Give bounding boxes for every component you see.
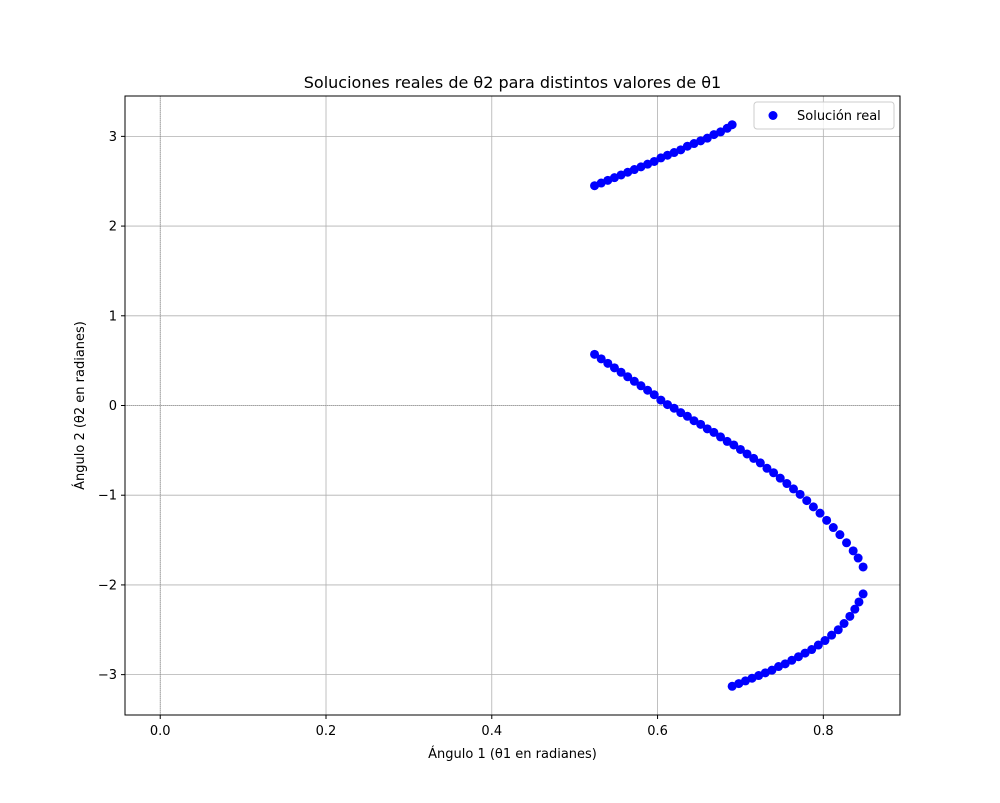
data-point — [858, 562, 868, 572]
data-point — [854, 597, 864, 607]
data-point — [755, 458, 765, 468]
x-tick-label: 0.6 — [647, 724, 668, 739]
data-point — [749, 453, 759, 463]
data-point — [850, 604, 860, 614]
data-point — [822, 515, 832, 525]
data-point — [782, 479, 792, 489]
data-point — [800, 648, 810, 658]
y-tick-label: 1 — [109, 309, 117, 324]
data-point — [762, 463, 772, 473]
data-point — [709, 427, 719, 437]
data-point — [742, 449, 752, 459]
y-tick-label: 2 — [109, 220, 117, 235]
data-point — [793, 652, 803, 662]
data-point — [835, 530, 845, 540]
data-point — [649, 156, 659, 166]
data-point — [727, 120, 737, 130]
x-axis-label: Ángulo 1 (θ1 en radianes) — [428, 746, 597, 762]
x-tick-label: 0.4 — [481, 724, 502, 739]
data-point — [735, 444, 745, 454]
data-point — [820, 636, 830, 646]
data-point — [845, 611, 855, 621]
ticks: 0.0 0.2 0.4 0.6 0.8 −3 −2 −1 0 1 2 3 — [98, 130, 834, 739]
legend-marker — [768, 111, 778, 120]
data-point — [788, 484, 798, 494]
y-axis-label: Ángulo 2 (θ2 en radianes) — [72, 321, 88, 490]
data-point — [609, 363, 619, 373]
data-point — [696, 419, 706, 429]
chart-title: Soluciones reales de θ2 para distintos v… — [304, 73, 721, 92]
data-point — [802, 496, 812, 506]
data-point — [656, 395, 666, 405]
x-tick-label: 0.0 — [150, 724, 171, 739]
data-point — [616, 367, 626, 377]
data-point — [590, 349, 600, 359]
data-point — [827, 630, 837, 640]
data-point — [689, 416, 699, 426]
data-point — [848, 546, 858, 556]
data-point — [669, 403, 679, 413]
data-point — [828, 523, 838, 533]
data-point — [603, 358, 613, 368]
data-point — [853, 553, 863, 563]
y-tick-label: −2 — [98, 578, 117, 593]
x-tick-label: 0.8 — [813, 724, 834, 739]
data-point — [702, 133, 712, 143]
legend: Solución real — [753, 101, 895, 130]
data-point — [787, 655, 797, 665]
data-point — [702, 424, 712, 434]
data-point — [682, 411, 692, 421]
data-point — [649, 390, 659, 400]
y-tick-label: 3 — [109, 130, 117, 145]
data-point — [623, 372, 633, 382]
data-point — [716, 432, 726, 442]
y-tick-label: −1 — [98, 489, 117, 504]
y-tick-label: −3 — [98, 668, 117, 683]
data-point — [729, 440, 739, 450]
data-point — [815, 508, 825, 518]
data-point — [676, 408, 686, 418]
data-point — [775, 473, 785, 483]
data-point — [769, 468, 779, 478]
data-point — [774, 662, 784, 672]
x-tick-label: 0.2 — [316, 724, 337, 739]
data-point — [636, 381, 646, 391]
data-point — [722, 436, 732, 446]
data-point — [596, 354, 606, 364]
data-point — [716, 127, 726, 137]
data-point — [842, 538, 852, 548]
data-point — [833, 625, 843, 635]
data-point — [663, 400, 672, 410]
y-tick-label: 0 — [109, 399, 117, 414]
legend-box — [753, 101, 895, 130]
data-point — [676, 145, 686, 155]
data-point — [643, 385, 653, 395]
data-point — [858, 589, 868, 599]
data-point — [795, 489, 805, 499]
data-points — [590, 120, 868, 691]
data-point — [629, 376, 639, 386]
data-point — [813, 640, 823, 650]
legend-entry: Solución real — [797, 109, 881, 124]
data-point — [808, 502, 818, 512]
data-point — [727, 681, 737, 691]
data-point — [839, 618, 849, 628]
data-point — [807, 645, 817, 655]
